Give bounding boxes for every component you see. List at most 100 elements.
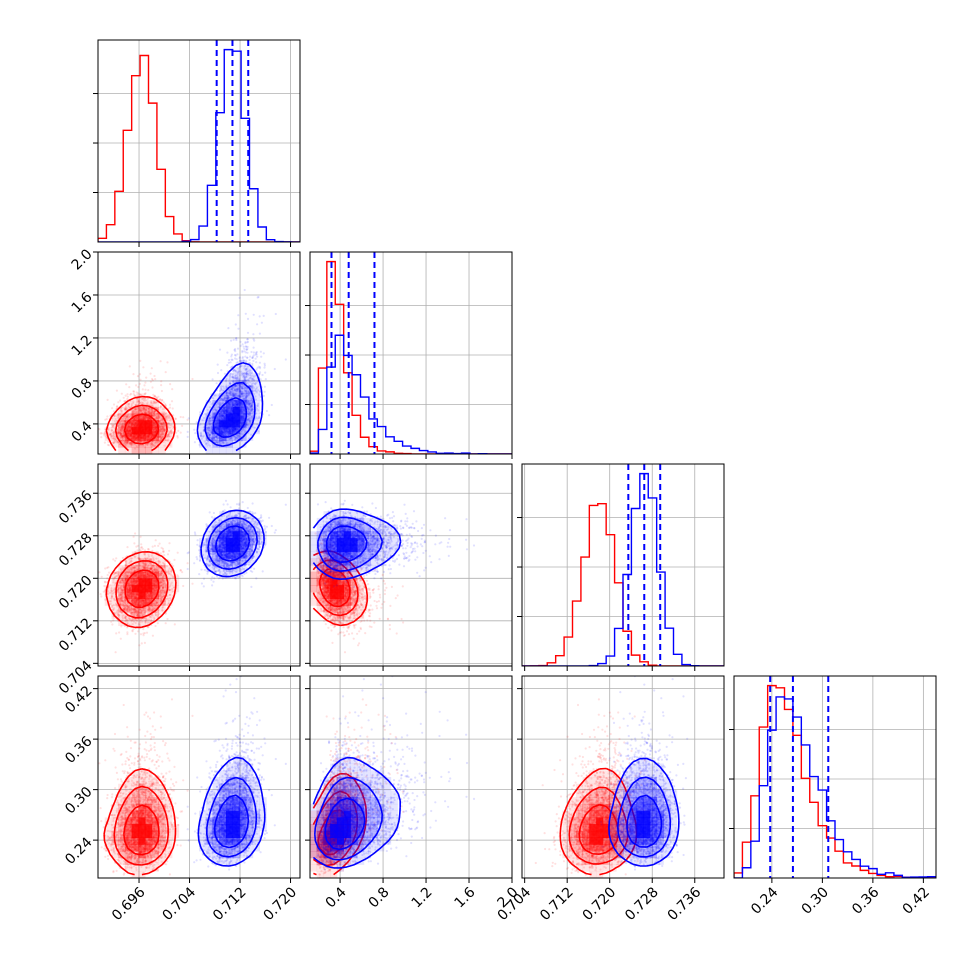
point: [119, 399, 122, 402]
point: [120, 432, 123, 435]
point: [113, 430, 116, 433]
point: [121, 423, 124, 426]
point: [120, 426, 123, 429]
point: [165, 435, 168, 438]
point: [246, 331, 250, 334]
point: [129, 442, 132, 445]
point: [166, 418, 169, 421]
point: [155, 396, 159, 399]
point: [150, 408, 153, 411]
point: [138, 397, 141, 400]
point: [153, 395, 156, 398]
point: [136, 407, 139, 410]
point: [258, 315, 261, 318]
point: [228, 358, 231, 362]
point: [122, 425, 125, 428]
point: [238, 356, 241, 359]
point: [117, 401, 120, 404]
point: [258, 367, 261, 370]
point: [150, 442, 153, 445]
point: [121, 424, 124, 427]
point: [152, 410, 156, 414]
point: [159, 430, 162, 433]
point: [239, 344, 242, 347]
density-cell: [131, 420, 139, 428]
point: [159, 405, 162, 408]
panel-0-0: [93, 39, 301, 247]
point: [174, 417, 177, 421]
point: [145, 376, 148, 379]
point: [161, 427, 165, 430]
point: [252, 346, 255, 349]
point: [124, 440, 127, 443]
point: [108, 444, 111, 447]
point: [121, 439, 124, 442]
point: [118, 431, 121, 434]
point: [139, 359, 142, 362]
point: [112, 425, 115, 428]
point: [159, 428, 162, 431]
point: [241, 356, 244, 359]
point: [244, 312, 247, 315]
point: [161, 429, 164, 433]
point: [153, 412, 156, 415]
point: [119, 434, 122, 437]
point: [146, 401, 149, 404]
point: [268, 414, 271, 417]
point: [139, 393, 143, 397]
point: [159, 360, 162, 363]
point: [160, 431, 163, 434]
point: [159, 398, 162, 402]
point: [153, 395, 156, 398]
point: [193, 441, 196, 444]
point: [141, 402, 144, 405]
point: [120, 420, 124, 423]
point: [140, 440, 143, 443]
point: [140, 397, 143, 400]
point: [237, 327, 240, 330]
point: [119, 432, 122, 435]
point: [226, 364, 229, 367]
point: [179, 415, 182, 419]
point: [129, 441, 132, 444]
point: [119, 432, 122, 435]
point: [112, 431, 115, 434]
panel-1-0: [93, 251, 301, 459]
point: [142, 407, 145, 410]
point: [263, 390, 266, 393]
point: [139, 378, 142, 381]
point: [119, 420, 122, 424]
point: [121, 437, 124, 440]
point: [252, 351, 255, 354]
point: [171, 427, 175, 430]
point: [100, 436, 103, 439]
point: [255, 368, 258, 371]
point: [156, 414, 159, 417]
point: [145, 406, 148, 409]
point: [154, 413, 157, 416]
point: [119, 430, 122, 433]
point: [153, 444, 156, 447]
point: [230, 353, 233, 356]
point: [172, 425, 175, 428]
point: [142, 408, 145, 411]
point: [160, 422, 163, 426]
point: [244, 355, 247, 358]
point: [251, 355, 254, 358]
point: [241, 349, 244, 353]
point: [111, 407, 114, 410]
point: [119, 426, 122, 429]
point: [162, 413, 165, 416]
point: [164, 403, 167, 406]
point: [152, 443, 155, 446]
point: [123, 408, 126, 411]
point: [163, 423, 166, 426]
point: [155, 414, 158, 417]
point: [168, 431, 171, 434]
point: [122, 431, 125, 435]
point: [249, 355, 252, 358]
density-cell: [145, 420, 153, 428]
point: [166, 422, 169, 425]
hist-0-series-1: [98, 48, 300, 242]
point: [150, 401, 153, 404]
